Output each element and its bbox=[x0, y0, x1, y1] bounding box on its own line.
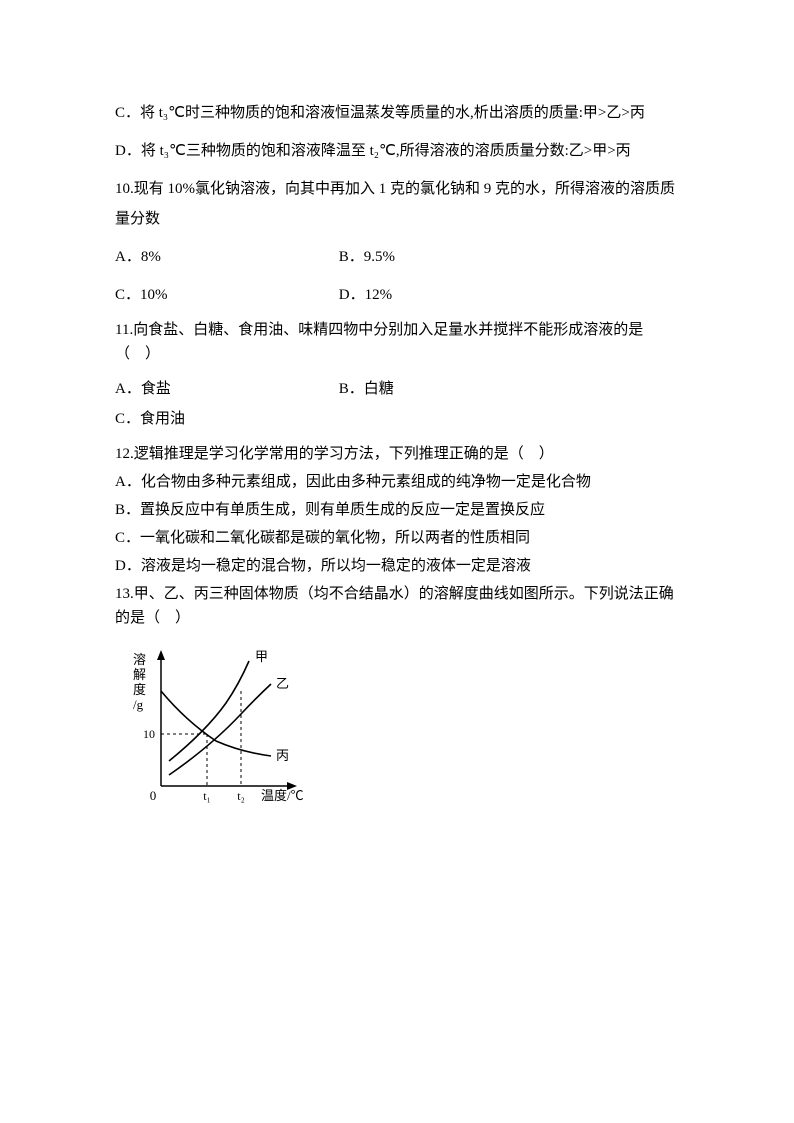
svg-text:度: 度 bbox=[133, 682, 146, 697]
svg-text:丙: 丙 bbox=[276, 748, 289, 763]
q10-options-row2: C．10% D．12% bbox=[115, 280, 679, 310]
svg-text:溶: 溶 bbox=[133, 652, 146, 667]
q12-option-a: A．化合物由多种元素组成，因此由多种元素组成的纯净物一定是化合物 bbox=[115, 470, 679, 494]
svg-text:t₁: t₁ bbox=[203, 789, 211, 803]
q10-option-a: A．8% bbox=[115, 242, 335, 272]
solubility-chart-svg: 0 溶解度/g 10 t₁ t₂ 温度/℃ 甲乙丙 bbox=[121, 636, 321, 816]
q13-stem: 13.甲、乙、丙三种固体物质（均不合结晶水）的溶解度曲线如图所示。下列说法正确的… bbox=[115, 582, 679, 630]
svg-text:t₂: t₂ bbox=[237, 789, 245, 803]
q10-options-row1: A．8% B．9.5% bbox=[115, 242, 679, 272]
q12-option-d: D．溶液是均一稳定的混合物，所以均一稳定的液体一定是溶液 bbox=[115, 554, 679, 578]
q11-stem: 11.向食盐、白糖、食用油、味精四物中分别加入足量水并搅拌不能形成溶液的是（ ） bbox=[115, 318, 679, 366]
solubility-chart: 0 溶解度/g 10 t₁ t₂ 温度/℃ 甲乙丙 bbox=[121, 636, 679, 827]
svg-text:乙: 乙 bbox=[276, 676, 289, 691]
q12-option-b: B．置换反应中有单质生成，则有单质生成的反应一定是置换反应 bbox=[115, 498, 679, 522]
q10-stem: 10.现有 10%氯化钠溶液，向其中再加入 1 克的氯化钠和 9 克的水，所得溶… bbox=[115, 174, 679, 234]
q10-option-c: C．10% bbox=[115, 280, 335, 310]
q9-option-c: C．将 t₃℃时三种物质的饱和溶液恒温蒸发等质量的水,析出溶质的质量:甲>乙>丙 bbox=[115, 98, 679, 128]
q12-stem: 12.逻辑推理是学习化学常用的学习方法，下列推理正确的是（ ） bbox=[115, 442, 679, 466]
page: C．将 t₃℃时三种物质的饱和溶液恒温蒸发等质量的水,析出溶质的质量:甲>乙>丙… bbox=[0, 0, 794, 1123]
svg-text:解: 解 bbox=[133, 667, 146, 682]
q11-options: A．食盐 B．白糖 C．食用油 bbox=[115, 374, 679, 434]
svg-text:/g: /g bbox=[133, 697, 144, 712]
svg-text:甲: 甲 bbox=[255, 649, 268, 664]
q10-option-d: D．12% bbox=[339, 280, 559, 310]
svg-text:0: 0 bbox=[150, 788, 157, 803]
q11-option-b: B．白糖 bbox=[339, 374, 559, 404]
q10-option-b: B．9.5% bbox=[339, 242, 559, 272]
q11-option-c: C．食用油 bbox=[115, 404, 275, 434]
q9-option-d: D．将 t₃℃三种物质的饱和溶液降温至 t₂℃,所得溶液的溶质质量分数:乙>甲>… bbox=[115, 136, 679, 166]
svg-text:10: 10 bbox=[143, 727, 155, 741]
q11-option-a: A．食盐 bbox=[115, 374, 335, 404]
svg-text:温度/℃: 温度/℃ bbox=[261, 788, 304, 803]
q12-option-c: C．一氧化碳和二氧化碳都是碳的氧化物，所以两者的性质相同 bbox=[115, 526, 679, 550]
